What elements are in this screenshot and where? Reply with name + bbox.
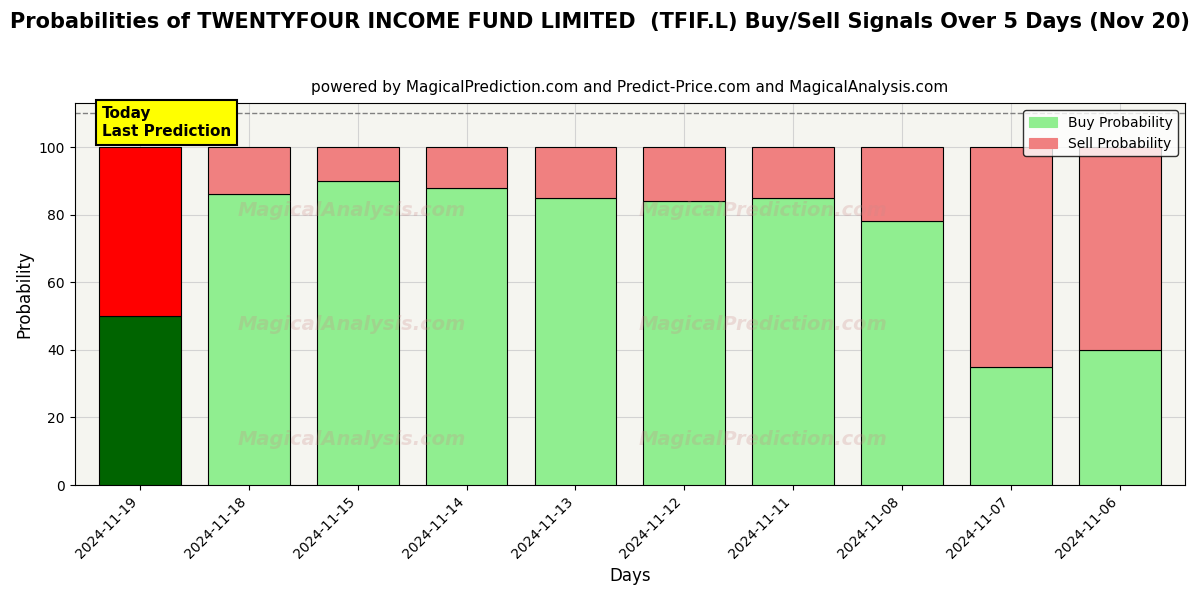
Text: Probabilities of TWENTYFOUR INCOME FUND LIMITED  (TFIF.L) Buy/Sell Signals Over : Probabilities of TWENTYFOUR INCOME FUND … (10, 12, 1190, 32)
Bar (534, 147, 617, 198)
Bar (426, 147, 508, 188)
Text: MagicalPrediction.com: MagicalPrediction.com (638, 200, 888, 220)
Bar (208, 194, 289, 485)
Bar (862, 221, 943, 485)
Y-axis label: Probability: Probability (16, 250, 34, 338)
Bar (208, 147, 289, 194)
Bar (970, 367, 1051, 485)
Bar (643, 147, 725, 201)
Bar (1079, 350, 1160, 485)
Bar (426, 188, 508, 485)
Bar (970, 147, 1051, 367)
Text: MagicalAnalysis.com: MagicalAnalysis.com (238, 430, 467, 449)
X-axis label: Days: Days (610, 567, 650, 585)
Title: powered by MagicalPrediction.com and Predict-Price.com and MagicalAnalysis.com: powered by MagicalPrediction.com and Pre… (311, 80, 948, 95)
Text: Today
Last Prediction: Today Last Prediction (102, 106, 232, 139)
Bar (752, 147, 834, 198)
Bar (100, 147, 181, 316)
Text: MagicalPrediction.com: MagicalPrediction.com (638, 430, 888, 449)
Bar (317, 147, 398, 181)
Bar (643, 201, 725, 485)
Bar (534, 198, 617, 485)
Bar (100, 316, 181, 485)
Legend: Buy Probability, Sell Probability: Buy Probability, Sell Probability (1024, 110, 1178, 156)
Text: MagicalAnalysis.com: MagicalAnalysis.com (238, 200, 467, 220)
Text: MagicalPrediction.com: MagicalPrediction.com (638, 315, 888, 334)
Bar (317, 181, 398, 485)
Bar (1079, 147, 1160, 350)
Bar (752, 198, 834, 485)
Text: MagicalAnalysis.com: MagicalAnalysis.com (238, 315, 467, 334)
Bar (862, 147, 943, 221)
